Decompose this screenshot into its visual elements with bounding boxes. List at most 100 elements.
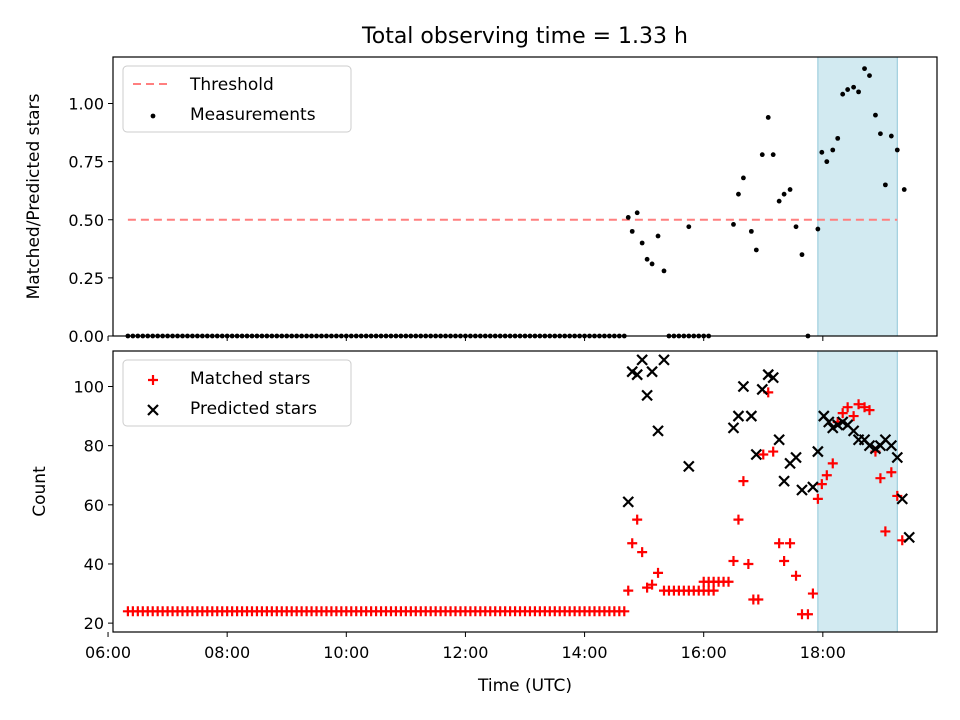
x-tick-label: 16:00: [681, 643, 727, 662]
matched-stars-point: [627, 538, 638, 549]
predicted-stars-point: [812, 445, 824, 458]
matched-stars-point: [807, 588, 818, 599]
matched-stars-point: [853, 399, 864, 410]
measurement-point: [644, 256, 650, 262]
legend-label: Measurements: [190, 105, 316, 125]
matched-stars-point: [647, 579, 658, 590]
legend-label: Threshold: [189, 75, 274, 95]
matched-stars-point: [653, 567, 664, 578]
y-tick-label: 40: [84, 555, 104, 574]
measurement-point: [686, 224, 692, 230]
predicted-stars-point: [622, 496, 635, 508]
y-tick-label: 1.00: [68, 95, 104, 114]
y-tick-label: 0.50: [68, 211, 104, 230]
matched-stars-point: [791, 570, 802, 581]
measurement-point: [748, 228, 754, 234]
predicted-stars-point: [767, 371, 779, 384]
predicted-stars-point: [903, 531, 915, 544]
matched-stars-point: [723, 576, 734, 587]
measurement-point: [888, 133, 894, 139]
legend-label: Predicted stars: [190, 399, 317, 419]
measurement-point: [776, 198, 782, 204]
y-axis-label: Count: [30, 466, 50, 517]
measurement-point: [901, 187, 907, 192]
predicted-stars-point: [641, 389, 653, 402]
matched-stars-point: [802, 609, 813, 620]
matched-stars-point: [758, 449, 769, 460]
x-axis-label: Time (UTC): [477, 676, 572, 696]
measurement-point: [759, 152, 765, 158]
predicted-stars-point: [658, 354, 670, 366]
predicted-stars-point: [636, 354, 648, 366]
predicted-stars-point: [891, 451, 904, 464]
top-panel: 0.00 0.25 0.50 0.75 1.00 Matched/Predicted st…: [24, 56, 938, 346]
y-tick-label: 0.25: [68, 269, 104, 288]
y-tick-label: 0.75: [68, 153, 104, 172]
measurement-point: [736, 191, 741, 197]
measurement-point: [787, 187, 793, 192]
axes-frame: [112, 56, 938, 337]
highlight-span: [817, 56, 898, 337]
measurement-point: [781, 191, 787, 197]
matched-stars-point: [827, 458, 838, 469]
matched-stars-point: [632, 514, 643, 525]
y-tick-label: 100: [73, 377, 104, 396]
measurement-point: [867, 73, 872, 78]
measurement-point: [882, 182, 888, 188]
measurement-point: [878, 131, 883, 137]
measurement-point: [655, 233, 661, 239]
x-tick-label: 18:00: [800, 643, 846, 662]
matched-stars-point: [738, 476, 749, 487]
predicted-stars-point: [885, 439, 898, 452]
matched-stars-point: [637, 547, 648, 558]
legend-marker: [147, 404, 159, 416]
matched-stars-point: [837, 408, 848, 419]
predicted-stars-point: [646, 365, 658, 378]
x-tick-label: 12:00: [442, 643, 488, 662]
axes-frame: [112, 350, 938, 633]
predicted-stars-point: [750, 448, 763, 461]
predicted-stars-point: [773, 433, 785, 446]
legend-marker: [148, 375, 158, 385]
measurement-point: [862, 66, 867, 72]
measurement-point: [629, 228, 635, 234]
measurement-point: [873, 112, 878, 118]
matched-stars-point: [842, 402, 853, 413]
measurement-point: [799, 252, 805, 258]
measurement-point: [851, 84, 857, 90]
predicted-stars-point: [896, 493, 909, 505]
predicted-stars-point: [732, 410, 745, 422]
measurement-point: [639, 240, 645, 246]
y-tick-label: 60: [84, 496, 104, 515]
y-tick-label: 80: [84, 437, 104, 456]
x-tick-label: 10:00: [323, 643, 369, 662]
predicted-stars-point: [807, 481, 819, 493]
y-axis-label: Matched/Predicted stars: [24, 93, 44, 299]
legend-box: [122, 65, 352, 133]
predicted-stars-point: [631, 368, 643, 381]
figure-title: Total observing time = 1.33 h: [361, 24, 688, 49]
measurement-point: [840, 91, 846, 97]
legend-box: [122, 359, 352, 427]
measurement-point: [770, 152, 776, 158]
y-tick-label: 20: [84, 614, 104, 633]
legend-marker: [150, 113, 156, 119]
matched-stars-point: [864, 405, 875, 416]
matched-stars-point: [743, 558, 754, 569]
measurement-point: [649, 261, 655, 267]
measurement-point: [819, 149, 825, 155]
matched-stars-point: [623, 585, 634, 596]
x-tick-label: 06:00: [85, 643, 131, 662]
measurement-point: [824, 159, 830, 165]
matched-stars-point: [886, 467, 897, 478]
matched-stars-point: [658, 585, 669, 596]
measurement-point: [753, 247, 759, 253]
predicted-stars-point: [745, 410, 758, 422]
measurement-point: [634, 210, 640, 216]
measurement-point: [625, 215, 631, 220]
predicted-stars-point: [796, 484, 808, 496]
bottom-panel: 20 40 60 80 100 06:00 08:00 10:00 12:00 14:00 16:0…: [30, 350, 938, 662]
matched-stars-point: [848, 411, 859, 422]
predicted-stars-point: [823, 416, 835, 428]
